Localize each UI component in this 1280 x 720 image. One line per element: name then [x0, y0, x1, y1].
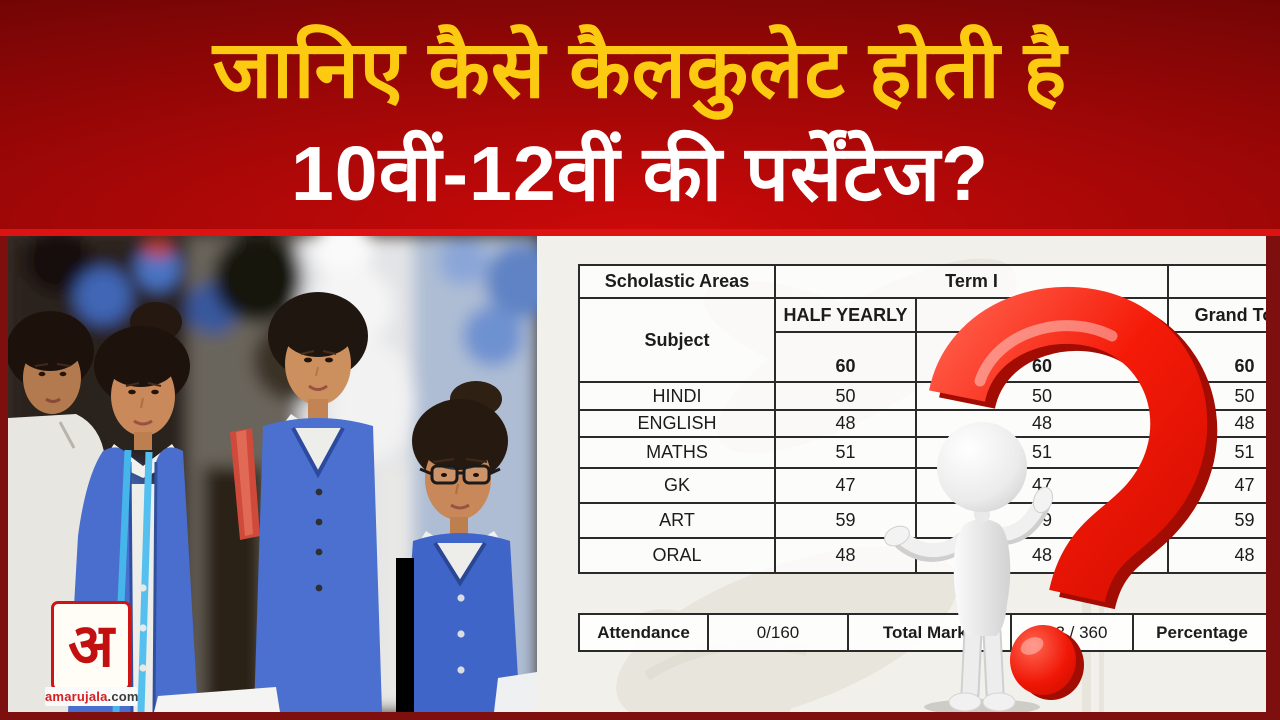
- total-marks-value: 303 / 360: [1010, 613, 1134, 652]
- header-row-1: Scholastic Areas Term I: [578, 264, 1266, 299]
- term2-header-clipped: [1167, 264, 1266, 299]
- schoolgirls-photo: [8, 236, 537, 712]
- marks-cell: 50: [1167, 381, 1266, 411]
- marks-cell: 48: [1167, 409, 1266, 438]
- amarujala-logo-glyph: अ: [68, 612, 114, 679]
- attendance-value: 0/160: [707, 613, 849, 652]
- amarujala-site-tld: .com: [107, 689, 139, 704]
- table-row-oral: ORAL 48 48 48: [578, 537, 1266, 574]
- subject-cell: MATHS: [578, 436, 776, 469]
- marks-cell: 59: [774, 502, 917, 539]
- subject-cell: HINDI: [578, 381, 776, 411]
- half-yearly-header: HALF YEARLY: [774, 297, 917, 333]
- marks-cell: 48: [915, 537, 1169, 574]
- papers: [154, 672, 537, 712]
- marks-cell: 50: [915, 381, 1169, 411]
- headline-line1: जानिए कैसे कैलकुलेट होती है: [212, 25, 1068, 114]
- marks-cell: 47: [915, 467, 1169, 504]
- subject-cell: ORAL: [578, 537, 776, 574]
- banner-divider-line: [0, 229, 1280, 236]
- marks-cell: 59: [1167, 502, 1266, 539]
- table-row-gk: GK 47 47 47: [578, 467, 1266, 504]
- marks-cell: 48: [774, 409, 917, 438]
- max-marks-cell: 60: [1167, 331, 1266, 383]
- report-card-table: Scholastic Areas Term I Subject HALF YEA…: [578, 264, 1266, 612]
- amarujala-url: amarujala.com: [45, 687, 139, 706]
- marks-cell: 50: [774, 381, 917, 411]
- marksheet-panel: Scholastic Areas Term I Subject HALF YEA…: [537, 236, 1266, 712]
- marks-cell: 47: [774, 467, 917, 504]
- subject-cell: GK: [578, 467, 776, 504]
- table-row-english: ENGLISH 48 48 48: [578, 409, 1266, 438]
- max-marks-cell: 60: [915, 331, 1169, 383]
- girl-2: [68, 302, 198, 712]
- percentage-label: Percentage: [1132, 613, 1266, 652]
- marks-cell: 51: [915, 436, 1169, 469]
- girl-4: [396, 381, 520, 712]
- headline-line2: 10वीं-12वीं की पर्सेंटेज?: [290, 131, 990, 217]
- top-banner: जानिए कैसे कैलकुलेट होती है 10वीं-12वीं …: [0, 0, 1280, 229]
- marks-cell: 48: [1167, 537, 1266, 574]
- max-marks-cell: 60: [774, 331, 917, 383]
- subject-cell: ENGLISH: [578, 409, 776, 438]
- scholastic-areas-header: Scholastic Areas: [578, 264, 776, 299]
- amarujala-site-name: amarujala: [45, 689, 108, 704]
- term1-header: Term I: [774, 264, 1169, 299]
- marks-cell: 59: [915, 502, 1169, 539]
- schoolgirls-illustration: [8, 236, 537, 712]
- marks-cell: 51: [1167, 436, 1266, 469]
- subject-cell: ART: [578, 502, 776, 539]
- header-row-2: Subject HALF YEARLY Grand Total: [578, 297, 1266, 383]
- marks-cell: 47: [1167, 467, 1266, 504]
- girl-3: [230, 292, 382, 712]
- marks-cell: 48: [915, 409, 1169, 438]
- table-row-art: ART 59 59 59: [578, 502, 1266, 539]
- table-row-hindi: HINDI 50 50 50: [578, 381, 1266, 411]
- marks-cell: 51: [774, 436, 917, 469]
- attendance-label: Attendance: [578, 613, 709, 652]
- marks-cell: 48: [774, 537, 917, 574]
- total-marks-label: Total Marks: [847, 613, 1012, 652]
- subject-header: Subject: [578, 297, 776, 383]
- table-row-maths: MATHS 51 51 51: [578, 436, 1266, 469]
- amarujala-logo: अ: [51, 601, 131, 691]
- totals-bar: Attendance 0/160 Total Marks 303 / 360 P…: [578, 613, 1266, 654]
- hidden-column-header: [915, 297, 1169, 333]
- grand-total-header: Grand Total: [1167, 297, 1266, 333]
